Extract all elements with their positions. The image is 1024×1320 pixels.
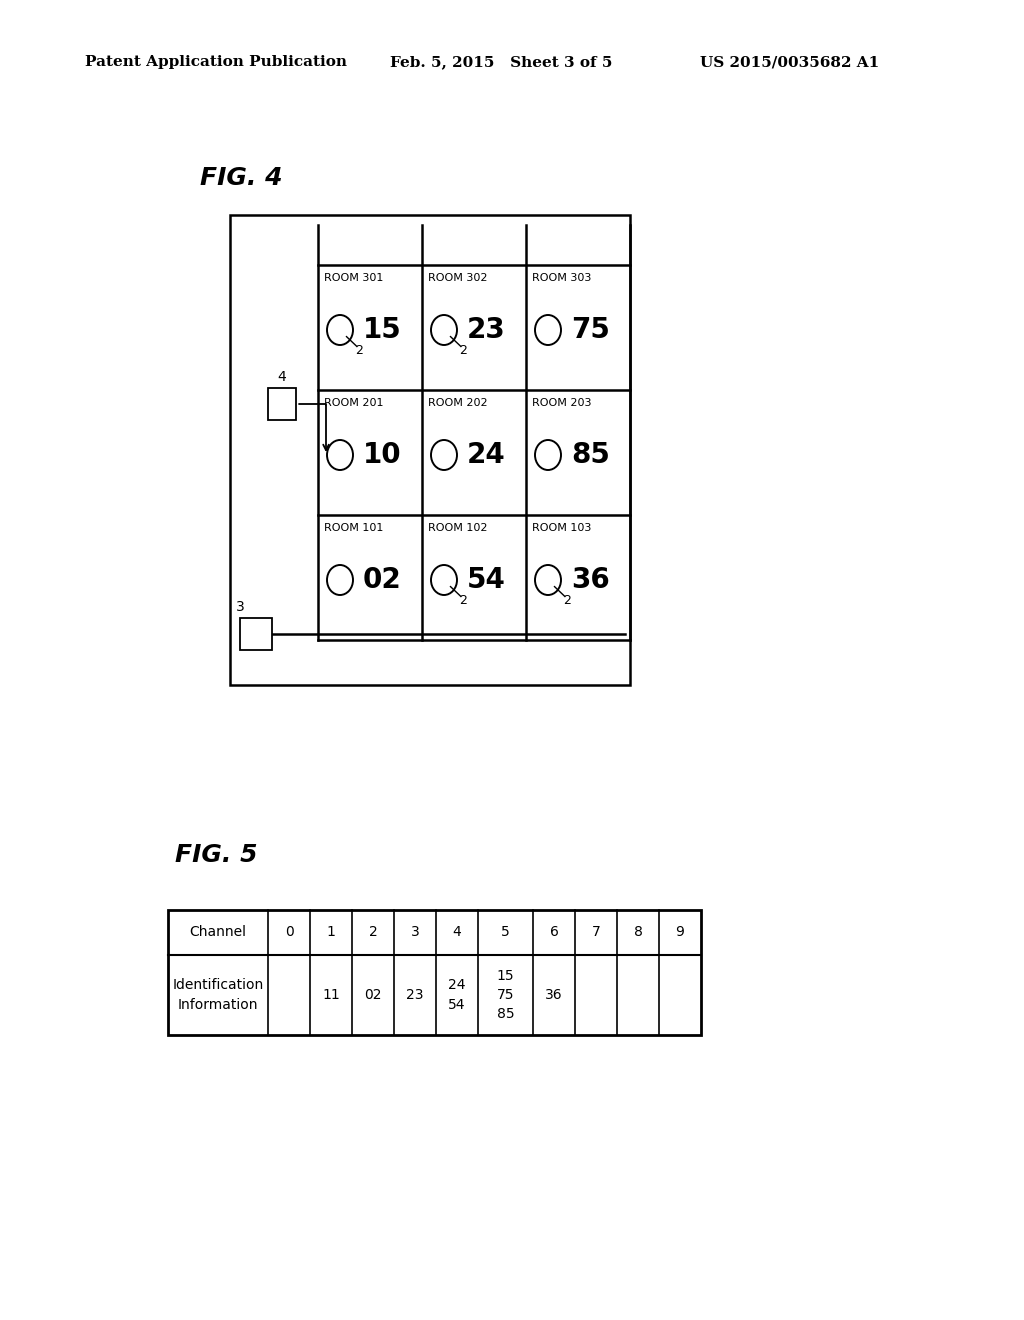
Text: Channel: Channel <box>189 925 247 940</box>
Bar <box>230 215 630 685</box>
Text: 54: 54 <box>467 566 506 594</box>
Text: 36: 36 <box>545 987 563 1002</box>
Text: 2: 2 <box>460 594 468 607</box>
Text: 2: 2 <box>355 345 364 358</box>
Text: ROOM 202: ROOM 202 <box>428 399 487 408</box>
Text: ROOM 303: ROOM 303 <box>532 273 592 282</box>
Ellipse shape <box>431 440 457 470</box>
Text: 24: 24 <box>467 441 506 469</box>
Ellipse shape <box>535 315 561 345</box>
Text: 2: 2 <box>563 594 571 607</box>
Text: 02: 02 <box>364 566 401 594</box>
Text: 8: 8 <box>634 925 642 940</box>
Bar <box>268 388 296 420</box>
Text: ROOM 203: ROOM 203 <box>532 399 592 408</box>
Text: 2: 2 <box>369 925 378 940</box>
Text: 9: 9 <box>676 925 684 940</box>
Text: 7: 7 <box>592 925 600 940</box>
Text: 75: 75 <box>571 315 610 345</box>
Ellipse shape <box>431 565 457 595</box>
Text: 36: 36 <box>571 566 610 594</box>
Text: 23: 23 <box>467 315 506 345</box>
Text: 2: 2 <box>460 345 468 358</box>
Text: 02: 02 <box>365 987 382 1002</box>
Text: Feb. 5, 2015   Sheet 3 of 5: Feb. 5, 2015 Sheet 3 of 5 <box>390 55 612 69</box>
Text: 0: 0 <box>285 925 293 940</box>
Ellipse shape <box>535 565 561 595</box>
Text: 3: 3 <box>411 925 420 940</box>
Text: 85: 85 <box>571 441 610 469</box>
Bar <box>240 618 272 649</box>
Ellipse shape <box>327 315 353 345</box>
Text: 11: 11 <box>323 987 340 1002</box>
Text: 23: 23 <box>407 987 424 1002</box>
Text: 1: 1 <box>327 925 336 940</box>
Text: 15
75
85: 15 75 85 <box>497 969 514 1022</box>
Text: FIG. 4: FIG. 4 <box>200 166 283 190</box>
Text: ROOM 302: ROOM 302 <box>428 273 487 282</box>
Text: Patent Application Publication: Patent Application Publication <box>85 55 347 69</box>
Ellipse shape <box>431 315 457 345</box>
Text: US 2015/0035682 A1: US 2015/0035682 A1 <box>700 55 880 69</box>
Text: ROOM 102: ROOM 102 <box>428 523 487 533</box>
Text: 5: 5 <box>501 925 510 940</box>
Text: 10: 10 <box>364 441 401 469</box>
Ellipse shape <box>327 440 353 470</box>
Text: ROOM 201: ROOM 201 <box>324 399 384 408</box>
Text: ROOM 103: ROOM 103 <box>532 523 592 533</box>
Text: 3: 3 <box>236 601 245 614</box>
Bar <box>168 909 701 1035</box>
Text: ROOM 101: ROOM 101 <box>324 523 383 533</box>
Text: Identification
Information: Identification Information <box>172 978 263 1011</box>
Ellipse shape <box>327 565 353 595</box>
Text: 15: 15 <box>364 315 401 345</box>
Text: 4: 4 <box>278 370 287 384</box>
Text: FIG. 5: FIG. 5 <box>175 843 257 867</box>
Text: 6: 6 <box>550 925 558 940</box>
Text: 4: 4 <box>453 925 462 940</box>
Text: 24
54: 24 54 <box>449 978 466 1011</box>
Text: ROOM 301: ROOM 301 <box>324 273 383 282</box>
Ellipse shape <box>535 440 561 470</box>
